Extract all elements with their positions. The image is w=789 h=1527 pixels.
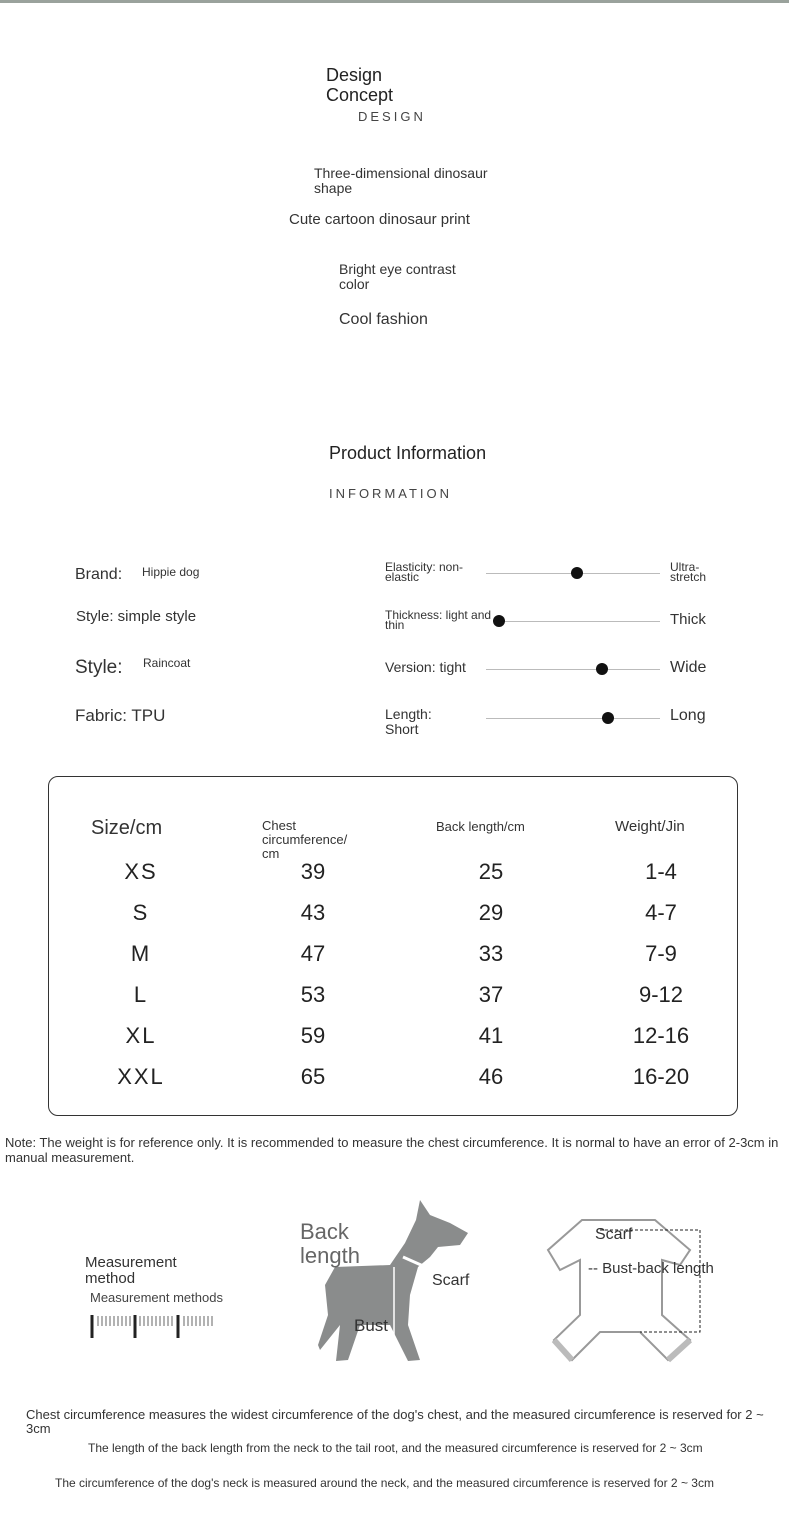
table-cell: 65 [300, 1064, 326, 1089]
slider-right: Thick [670, 611, 706, 628]
info-title: Product Information [329, 443, 487, 463]
slider-track [486, 718, 660, 719]
table-cell: 39 [300, 859, 326, 884]
table-cell: 46 [478, 1064, 504, 1089]
table-cell: 7-9 [645, 941, 677, 966]
note: Note: The weight is for reference only. … [5, 1135, 779, 1165]
table-cell: M [130, 941, 152, 966]
table-cell: XXL [117, 1064, 165, 1089]
table-cell: 37 [478, 982, 504, 1007]
slider-dot [571, 567, 583, 579]
slider-right: Wide [670, 659, 707, 676]
table-cell: 47 [300, 941, 326, 966]
table-cell: 43 [300, 900, 326, 925]
measure-subtitle: Measurement methods [90, 1290, 223, 1305]
dog-label: Bust [354, 1316, 389, 1335]
table-cell: S [132, 900, 150, 925]
table-cell: 12-16 [632, 1023, 690, 1048]
feature: Three-dimensional dinosaur shape [314, 165, 488, 196]
detail-label: Fabric: TPU [75, 706, 166, 725]
measure-title: Measurement method [85, 1254, 177, 1287]
table-header: Back length/cm [436, 819, 525, 834]
table-cell: XS [124, 859, 158, 884]
slider-dot [602, 712, 614, 724]
slider-track [499, 621, 660, 622]
feature: Cool fashion [339, 311, 428, 328]
table-cell: L [133, 982, 149, 1007]
detail-value: Hippie dog [142, 565, 200, 579]
slider-left: Length: Short [385, 706, 432, 737]
dog-label: Scarf [432, 1272, 470, 1289]
slider-dot [596, 663, 608, 675]
table-cell: 4-7 [645, 900, 677, 925]
dog-label: Back length [300, 1219, 360, 1268]
table-cell: 41 [478, 1023, 504, 1048]
garment-label: -- Bust-back length [588, 1260, 714, 1277]
garment-label: Scarf [595, 1226, 633, 1243]
footer-note: The circumference of the dog's neck is m… [55, 1476, 714, 1490]
table-header: Weight/Jin [615, 818, 685, 835]
design-title: Design Concept [326, 65, 394, 105]
slider-dot [493, 615, 505, 627]
top-strip [0, 0, 789, 3]
feature: Bright eye contrast color [339, 261, 456, 292]
detail-label: Style: [75, 657, 123, 678]
table-cell: 53 [300, 982, 326, 1007]
table-cell: 16-20 [632, 1064, 690, 1089]
slider-left: Thickness: light and thin [385, 608, 492, 632]
garment-illustration [546, 1219, 701, 1363]
size-table: Size/cm Chest circumference/ cm Back len… [48, 776, 738, 1116]
design-subtitle: DESIGN [358, 109, 426, 124]
table-cell: 9-12 [638, 982, 684, 1007]
table-cell: 33 [478, 941, 504, 966]
slider-right: Ultra-stretch [670, 560, 707, 584]
footer-note: The length of the back length from the n… [88, 1441, 703, 1455]
info-subtitle: INFORMATION [329, 486, 453, 501]
table-cell: 25 [478, 859, 504, 884]
footer-note: Chest circumference measures the widest … [26, 1407, 764, 1436]
slider-track [486, 669, 660, 670]
detail-label: Brand: [75, 566, 123, 583]
table-cell: 29 [478, 900, 504, 925]
table-cell: XL [125, 1023, 157, 1048]
slider-right: Long [670, 707, 706, 724]
detail-label: Style: simple style [76, 608, 197, 625]
dog-illustration [318, 1200, 468, 1361]
slider-left: Elasticity: non-elastic [385, 560, 464, 584]
detail-value: Raincoat [143, 656, 191, 670]
slider-left: Version: tight [385, 659, 466, 675]
table-header: Size/cm [91, 817, 163, 839]
table-header: Chest circumference/ cm [262, 818, 348, 861]
ruler-icon [90, 1315, 213, 1338]
table-cell: 1-4 [645, 859, 677, 884]
table-cell: 59 [300, 1023, 326, 1048]
feature: Cute cartoon dinosaur print [289, 211, 470, 228]
